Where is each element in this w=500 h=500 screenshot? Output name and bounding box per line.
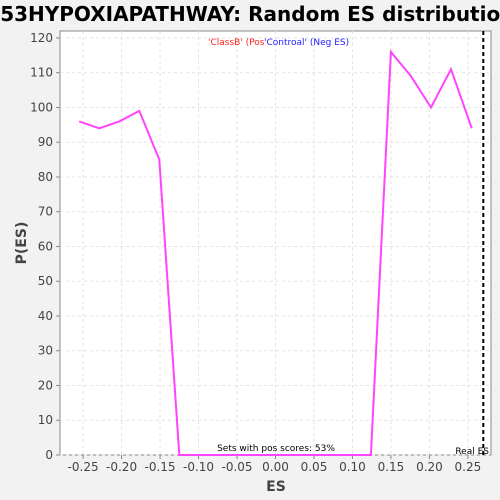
series-line <box>78 49 473 456</box>
x-tick-label: 0.10 <box>339 460 366 474</box>
y-axis-label: P(ES) <box>14 222 30 265</box>
legend-entry-controal: 'Controal' (Neg ES) <box>264 38 349 48</box>
y-axis: 0 10 20 30 40 50 60 70 80 90 100 110 120 <box>30 31 60 462</box>
y-tick-label: 0 <box>45 448 53 462</box>
y-tick-label: 60 <box>38 239 53 253</box>
x-tick-label: 0.20 <box>416 460 443 474</box>
x-tick-label: 0.25 <box>455 460 482 474</box>
legend-entry-classb: 'ClassB' (Pos <box>208 38 265 48</box>
grid <box>60 31 491 456</box>
y-tick-label: 100 <box>30 100 53 114</box>
y-tick-label: 110 <box>30 66 53 80</box>
x-tick-label: 0.05 <box>301 460 328 474</box>
x-axis: -0.25 -0.20 -0.15 -0.10 -0.05 0.00 0.05 0.10 0.1… <box>68 455 482 474</box>
x-axis-label: ES <box>266 479 286 495</box>
x-tick-label: -0.25 <box>68 460 99 474</box>
real-es-label: Real ES <box>455 447 489 457</box>
y-tick-label: 80 <box>38 170 53 184</box>
x-tick-label: -0.10 <box>183 460 214 474</box>
y-tick-label: 30 <box>38 344 53 358</box>
y-tick-label: 40 <box>38 309 53 323</box>
y-tick-label: 70 <box>38 205 53 219</box>
x-tick-label: -0.05 <box>221 460 252 474</box>
y-tick-label: 90 <box>38 135 53 149</box>
y-tick-label: 120 <box>30 31 53 45</box>
y-tick-label: 50 <box>38 274 53 288</box>
x-tick-label: 0.15 <box>378 460 405 474</box>
legend: 'ClassB' (Pos 'Controal' (Neg ES) <box>208 38 349 48</box>
y-tick-label: 20 <box>38 378 53 392</box>
x-tick-label: 0.00 <box>262 460 289 474</box>
y-tick-label: 10 <box>38 413 53 427</box>
pos-scores-note: Sets with pos scores: 53% <box>217 444 335 454</box>
x-tick-label: -0.20 <box>106 460 137 474</box>
chart-title: P53HYPOXIAPATHWAY: Random ES distributio… <box>0 2 500 26</box>
x-tick-label: -0.15 <box>145 460 176 474</box>
